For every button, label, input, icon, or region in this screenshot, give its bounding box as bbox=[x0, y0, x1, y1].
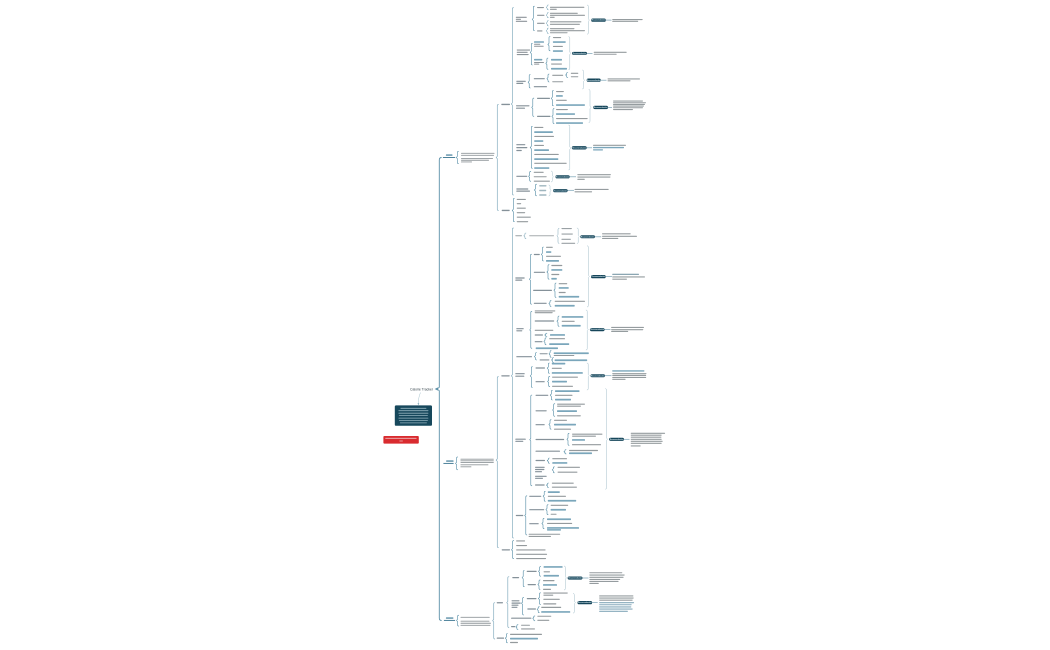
svg-text:Recomendación: Recomendación bbox=[556, 177, 570, 179]
svg-text:Recomendación: Recomendación bbox=[578, 602, 592, 604]
svg-text:Recomendación: Recomendación bbox=[592, 20, 606, 22]
svg-text:Recomendación: Recomendación bbox=[554, 190, 568, 192]
svg-text:Recomendación: Recomendación bbox=[581, 236, 595, 238]
svg-text:Recomendación: Recomendación bbox=[587, 80, 601, 82]
svg-text:Recomendación: Recomendación bbox=[568, 578, 582, 580]
svg-text:Recomendación: Recomendación bbox=[590, 329, 604, 331]
svg-text:Recomendación: Recomendación bbox=[591, 375, 605, 377]
svg-text:Recomendación: Recomendación bbox=[610, 439, 624, 441]
svg-text:Calorie Tracker: Calorie Tracker bbox=[410, 387, 434, 391]
svg-text:Recomendación: Recomendación bbox=[592, 276, 606, 278]
svg-text:Recomendación: Recomendación bbox=[573, 53, 587, 55]
svg-text:Recomendación: Recomendación bbox=[572, 147, 586, 149]
svg-text:Recomendación: Recomendación bbox=[594, 107, 608, 109]
